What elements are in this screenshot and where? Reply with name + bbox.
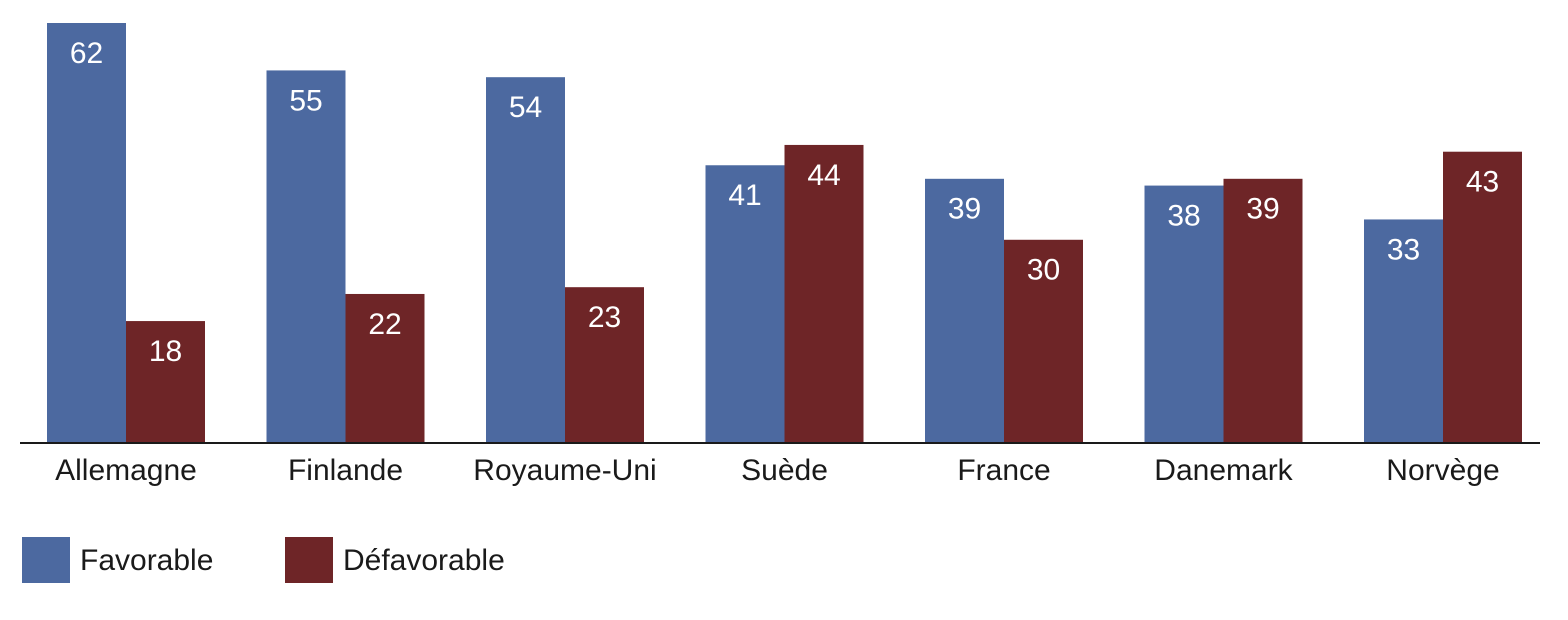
data-label: 39 bbox=[948, 193, 981, 226]
x-tick-label: Norvège bbox=[1386, 454, 1499, 487]
bar bbox=[1004, 239, 1083, 443]
bar bbox=[784, 144, 864, 443]
data-label: 43 bbox=[1466, 166, 1499, 199]
bar bbox=[345, 293, 425, 443]
data-label: 55 bbox=[289, 84, 322, 117]
x-tick-label: Royaume-Uni bbox=[473, 454, 656, 487]
data-label: 23 bbox=[588, 301, 621, 334]
bar bbox=[1144, 185, 1224, 444]
bar bbox=[1223, 178, 1303, 443]
data-label: 62 bbox=[70, 37, 103, 70]
legend-swatch bbox=[285, 537, 333, 583]
bar bbox=[266, 70, 346, 443]
legend-label: Favorable bbox=[80, 544, 213, 577]
x-tick-label: Finlande bbox=[288, 454, 403, 487]
legend-label: Défavorable bbox=[343, 544, 505, 577]
bar bbox=[1364, 219, 1443, 443]
data-label: 41 bbox=[728, 179, 761, 212]
bar bbox=[925, 178, 1004, 443]
x-tick-label: Danemark bbox=[1154, 454, 1293, 487]
x-tick-label: France bbox=[957, 454, 1050, 487]
data-label: 54 bbox=[509, 91, 542, 124]
data-label: 22 bbox=[368, 308, 401, 341]
data-label: 44 bbox=[807, 159, 840, 192]
x-tick-label: Allemagne bbox=[55, 454, 197, 487]
data-label: 18 bbox=[149, 335, 182, 368]
bar bbox=[705, 165, 785, 444]
data-label: 33 bbox=[1387, 233, 1420, 266]
data-label: 30 bbox=[1027, 254, 1060, 287]
x-tick-label: Suède bbox=[741, 454, 828, 487]
bar bbox=[565, 287, 644, 443]
bar bbox=[486, 77, 565, 444]
bar bbox=[1443, 151, 1522, 444]
bar bbox=[47, 23, 126, 443]
bar bbox=[126, 321, 205, 443]
legend-swatch bbox=[22, 537, 70, 583]
data-label: 38 bbox=[1167, 200, 1200, 233]
data-label: 39 bbox=[1246, 193, 1279, 226]
